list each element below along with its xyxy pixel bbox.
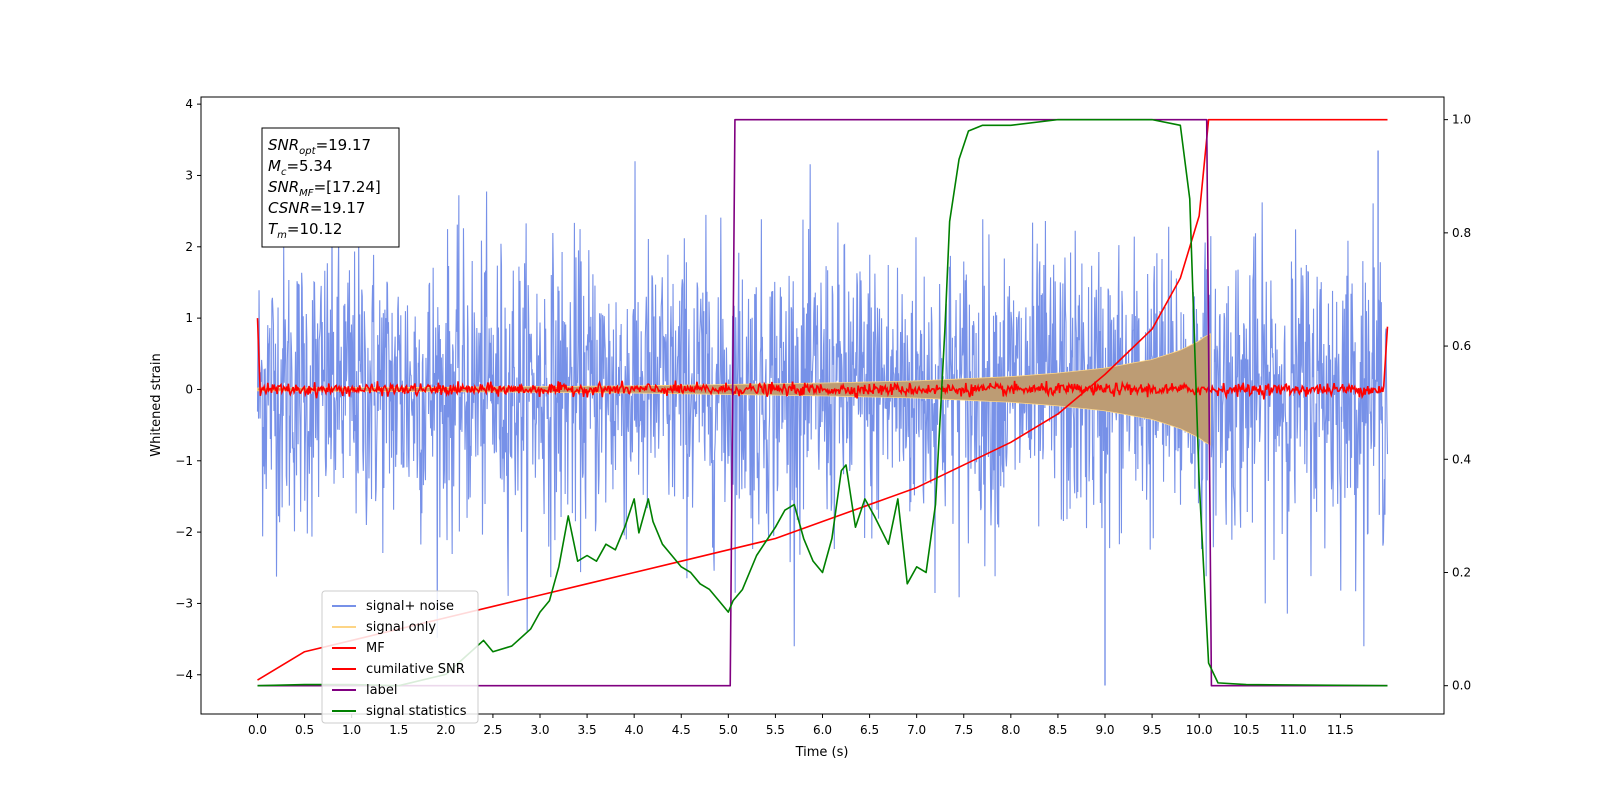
label-line (257, 118, 1388, 687)
y-axis-ticks: 4 3 2 1 0 −1 −2 −3 −4 (175, 97, 201, 682)
y2-tick-label: 0.6 (1452, 339, 1471, 353)
y-tick-label: −1 (175, 454, 193, 468)
annotation-value: =[17.24] (314, 178, 381, 196)
annotation-line: SNRMF=[17.24] (268, 178, 381, 199)
annotation-line: Tm=10.12 (268, 220, 342, 241)
y2-tick-label: 0.2 (1452, 565, 1471, 579)
x-tick-label: 10.0 (1186, 723, 1213, 737)
x-tick-label: 6.0 (813, 723, 832, 737)
x-tick-label: 9.5 (1143, 723, 1162, 737)
y-tick-label: −4 (175, 668, 193, 682)
annotation-value: =19.17 (316, 136, 372, 154)
y-tick-label: −2 (175, 525, 193, 539)
y2-tick-label: 0.8 (1452, 226, 1471, 240)
x-tick-label: 2.0 (436, 723, 455, 737)
x-tick-label: 1.0 (342, 723, 361, 737)
y2-tick-label: 1.0 (1452, 113, 1471, 127)
x-tick-label: 2.5 (483, 723, 502, 737)
legend-entries: signal+ noise signal only MF cumilative SNR… (332, 599, 467, 719)
signal-statistics-series (257, 118, 1388, 687)
annotation-subscript: opt (299, 146, 316, 157)
x-tick-label: 0.5 (295, 723, 314, 737)
legend: signal+ noise signal only MF cumilative SNR… (321, 590, 479, 724)
x-tick-label: 7.0 (907, 723, 926, 737)
signal-noise-series (256, 150, 1389, 686)
y-tick-label: 4 (185, 97, 193, 111)
y2-tick-label: 0.4 (1452, 452, 1471, 466)
signal-statistics-line (257, 118, 1388, 687)
y-tick-label: −3 (175, 596, 193, 610)
x-tick-label: 3.0 (530, 723, 549, 737)
annotation-symbol: SNR (268, 136, 299, 154)
annotation-symbol: M (268, 157, 281, 175)
x-tick-label: 5.5 (766, 723, 785, 737)
x-axis-ticks: 0.0 0.5 1.0 1.5 2.0 2.5 3.0 3.5 4.0 4.5 5.0 5.5 6.0 6… (248, 714, 1354, 737)
x-axis-label: Time (s) (795, 745, 849, 760)
signal-only-envelope (257, 333, 1211, 446)
mf-line (256, 318, 1389, 400)
x-tick-label: 10.5 (1233, 723, 1260, 737)
y2-tick-label: 0.0 (1452, 679, 1471, 693)
legend-label: signal+ noise (366, 599, 454, 614)
x-tick-label: 11.5 (1327, 723, 1354, 737)
x-tick-label: 8.0 (1001, 723, 1020, 737)
signal-only-series (257, 333, 1211, 446)
annotation-subscript: MF (299, 188, 314, 199)
annotation-lines: SNRopt=19.17Mc=5.34SNRMF=[17.24]CSNR=19.… (268, 136, 381, 241)
x-tick-label: 11.0 (1280, 723, 1307, 737)
x-tick-label: 3.5 (578, 723, 597, 737)
x-tick-label: 5.0 (719, 723, 738, 737)
legend-label: label (366, 683, 397, 698)
annotation-value: =19.17 (310, 199, 366, 217)
annotation-subscript: c (281, 167, 287, 178)
legend-label: cumilative SNR (366, 662, 465, 677)
annotation-value: =10.12 (287, 220, 343, 238)
annotation-box: SNRopt=19.17Mc=5.34SNRMF=[17.24]CSNR=19.… (261, 127, 400, 248)
x-tick-label: 4.0 (625, 723, 644, 737)
y-tick-label: 1 (185, 311, 193, 325)
x-tick-label: 4.5 (672, 723, 691, 737)
legend-label: MF (366, 641, 385, 656)
y2-axis-ticks: 1.0 0.8 0.6 0.4 0.2 0.0 (1444, 113, 1471, 693)
legend-label: signal statistics (366, 704, 467, 719)
x-tick-label: 1.5 (389, 723, 408, 737)
x-tick-label: 6.5 (860, 723, 879, 737)
y-tick-label: 3 (185, 168, 193, 182)
annotation-symbol: SNR (268, 178, 299, 196)
x-tick-label: 7.5 (954, 723, 973, 737)
signal-noise-line (256, 161, 1389, 647)
annotation-line: Mc=5.34 (268, 157, 332, 178)
annotation-subscript: m (277, 230, 287, 241)
x-tick-label: 8.5 (1048, 723, 1067, 737)
annotation-symbol: T (268, 220, 279, 238)
annotation-symbol: CSNR (268, 199, 310, 217)
annotation-value: =5.34 (286, 157, 332, 175)
x-tick-label: 9.0 (1095, 723, 1114, 737)
legend-label: signal only (366, 620, 436, 635)
label-series (257, 118, 1388, 687)
annotation-line: CSNR=19.17 (268, 199, 365, 217)
y-tick-label: 0 (185, 382, 193, 396)
y-tick-label: 2 (185, 240, 193, 254)
y-axis-label: Whitened strain (149, 353, 164, 456)
x-tick-label: 0.0 (248, 723, 267, 737)
mf-series (256, 318, 1389, 400)
annotation-line: SNRopt=19.17 (268, 136, 371, 157)
